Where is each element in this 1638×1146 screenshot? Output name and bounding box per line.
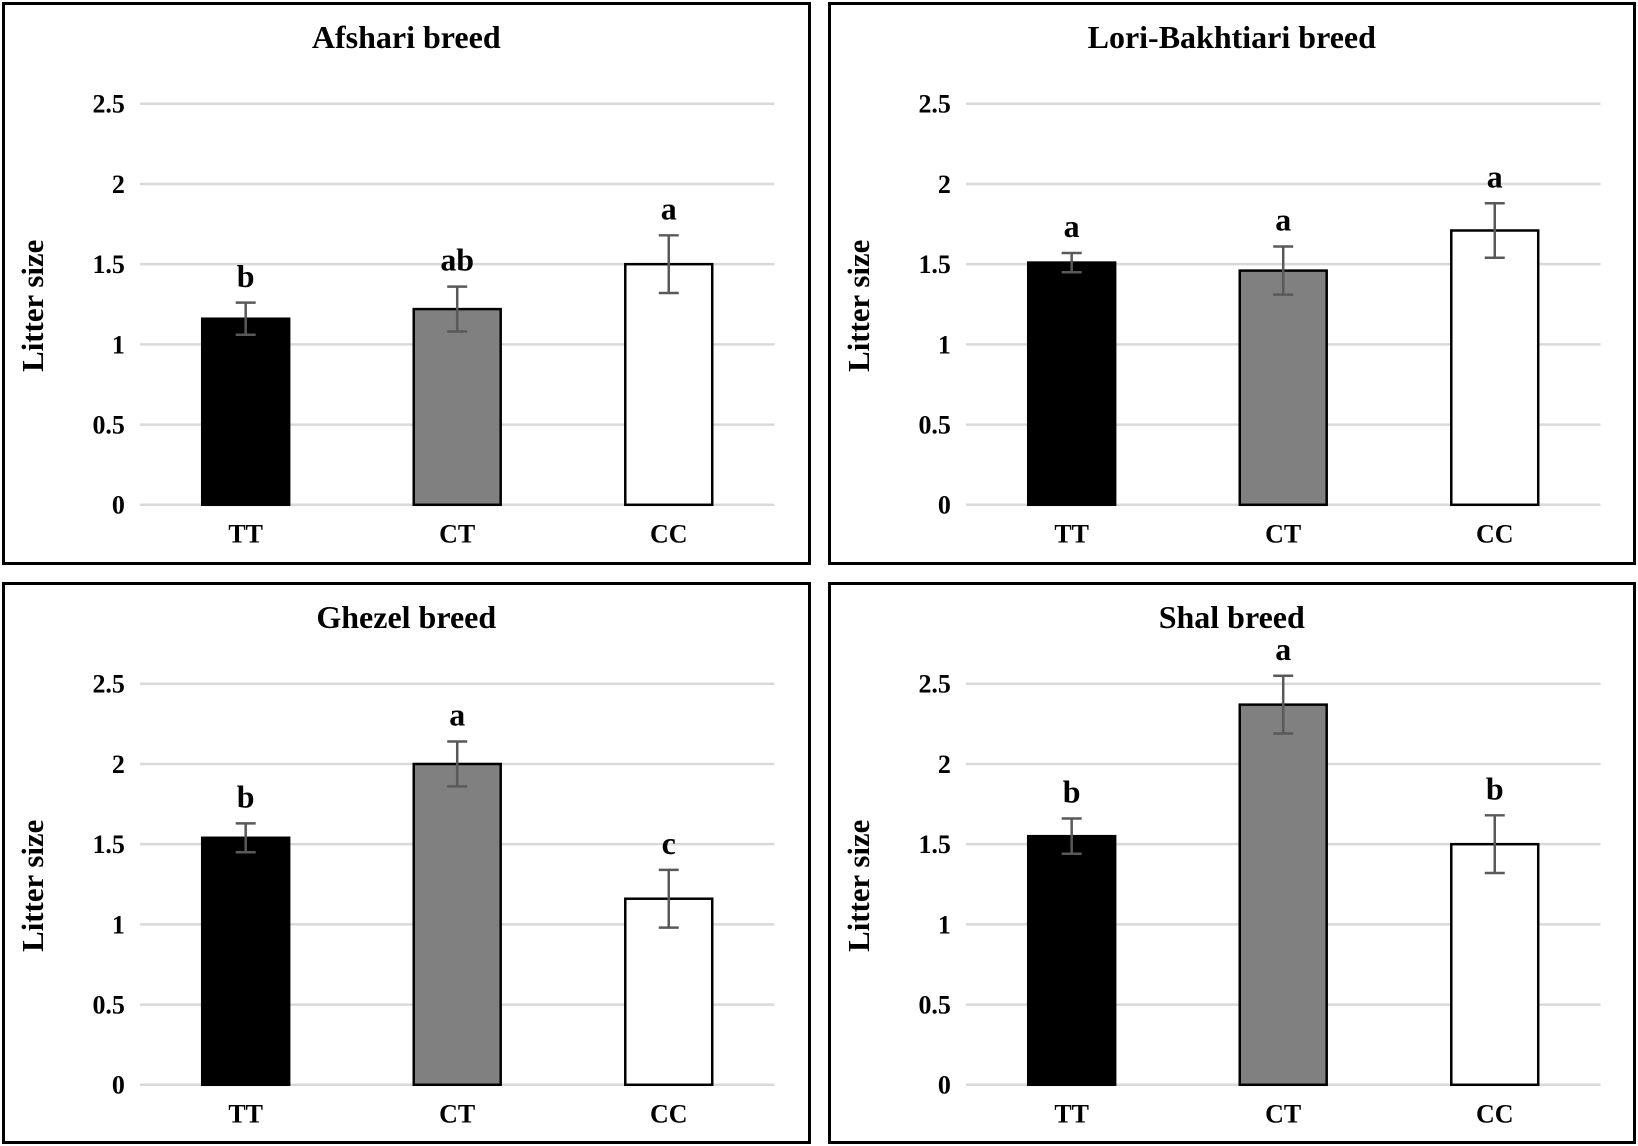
y-tick-label-1: 1 (112, 330, 125, 359)
error-bar-CT (447, 739, 468, 788)
y-tick-label-2: 2 (112, 749, 125, 778)
y-tick-label-2: 2 (937, 170, 950, 199)
y-tick-label-0: 0 (112, 491, 125, 520)
panel-ghezel: Ghezel breed 0 0.5 1 1.5 2 2.5 Litter size b TT a… (2, 581, 811, 1144)
y-tick-label-1.5: 1.5 (92, 830, 124, 859)
shal-bar-chart: 0 0.5 1 1.5 2 2.5 Litter size b TT a CT b CC (840, 639, 1601, 1128)
y-tick-label-1: 1 (937, 910, 950, 939)
y-tick-label-0.5: 0.5 (918, 990, 950, 1019)
x-tick-label-CT: CT (1265, 520, 1301, 549)
error-bar-CC (658, 234, 679, 295)
error-bar-CC (658, 868, 679, 929)
afshari-bar-chart: 0 0.5 1 1.5 2 2.5 Litter size b TT ab CT a CC (15, 90, 775, 549)
y-axis-title: Litter size (15, 240, 50, 372)
bar-TT (200, 836, 291, 1086)
error-bar-CC (1484, 201, 1505, 260)
bar-TT (1026, 261, 1116, 507)
y-tick-label-2.5: 2.5 (92, 669, 124, 698)
x-tick-label-CC: CC (650, 1099, 688, 1128)
panel-afshari: Afshari breed 0 0.5 1 1.5 2 2.5 Litter size b TT… (2, 2, 811, 565)
y-tick-label-0.5: 0.5 (92, 411, 124, 440)
significance-letter-CC: a (661, 191, 677, 226)
y-tick-label-1.5: 1.5 (918, 830, 950, 859)
bar-CT (1237, 269, 1328, 507)
x-tick-label-CT: CT (1265, 1099, 1301, 1128)
ghezel-bar-chart: 0 0.5 1 1.5 2 2.5 Litter size b TT a CT c CC (15, 669, 775, 1128)
bar-CT (412, 762, 502, 1086)
significance-letter-CC: b (1485, 771, 1503, 806)
significance-letter-TT: a (1063, 209, 1079, 244)
bar-CT (1237, 702, 1328, 1086)
chart-title-lori-bakhtiari: Lori-Bakhtiari breed (1087, 19, 1376, 55)
bar-CT (412, 307, 502, 507)
y-tick-label-0.5: 0.5 (918, 411, 950, 440)
x-tick-label-TT: TT (228, 1099, 263, 1128)
y-tick-label-0: 0 (937, 1070, 950, 1099)
significance-letter-CT: a (1275, 203, 1291, 238)
error-bar-TT (1061, 251, 1082, 274)
significance-letter-TT: b (1062, 774, 1080, 809)
y-tick-label-0: 0 (937, 491, 950, 520)
y-tick-label-2.5: 2.5 (92, 90, 124, 119)
chart-title-afshari: Afshari breed (311, 19, 501, 55)
x-tick-label-CC: CC (650, 520, 688, 549)
significance-letter-TT: b (237, 779, 255, 814)
significance-letter-CT: a (449, 697, 465, 732)
bar-CC (1449, 229, 1539, 507)
x-tick-label-TT: TT (1054, 520, 1089, 549)
y-axis-title: Litter size (840, 240, 875, 372)
bar-CC (624, 262, 714, 507)
x-tick-label-CT: CT (439, 1099, 475, 1128)
x-tick-label-CC: CC (1476, 520, 1514, 549)
error-bar-CT (1272, 674, 1293, 735)
y-tick-label-1: 1 (112, 910, 125, 939)
y-tick-label-2: 2 (937, 749, 950, 778)
y-tick-label-0: 0 (112, 1070, 125, 1099)
y-tick-label-1.5: 1.5 (92, 250, 124, 279)
significance-letter-CT: a (1275, 639, 1291, 667)
significance-letter-CC: c (662, 825, 676, 860)
y-axis-title: Litter size (840, 819, 875, 951)
chart-title-shal: Shal breed (1158, 598, 1305, 635)
significance-letter-CC: a (1486, 159, 1502, 194)
panel-lori-bakhtiari: Lori-Bakhtiari breed 0 0.5 1 1.5 2 2.5 Litter … (827, 2, 1636, 565)
chart-title-ghezel: Ghezel breed (316, 598, 497, 635)
error-bar-TT (1061, 816, 1082, 855)
error-bar-TT (235, 821, 256, 853)
y-tick-label-2: 2 (112, 170, 125, 199)
y-tick-label-2.5: 2.5 (918, 90, 950, 119)
x-tick-label-CC: CC (1476, 1099, 1514, 1128)
significance-letter-CT: ab (440, 243, 474, 278)
error-bar-TT (235, 301, 256, 336)
lori-bakhtiari-bar-chart: 0 0.5 1 1.5 2 2.5 Litter size a TT a CT a CC (840, 90, 1601, 549)
y-tick-label-1.5: 1.5 (918, 250, 950, 279)
error-bar-CT (1272, 245, 1293, 296)
error-bar-CC (1484, 813, 1505, 874)
error-bar-CT (447, 285, 468, 333)
bar-TT (1026, 834, 1116, 1086)
y-tick-label-2.5: 2.5 (918, 669, 950, 698)
y-tick-label-0.5: 0.5 (92, 990, 124, 1019)
x-tick-label-CT: CT (439, 520, 475, 549)
y-tick-label-1: 1 (937, 330, 950, 359)
panel-shal: Shal breed 0 0.5 1 1.5 2 2.5 Litter size b TT a CT… (827, 581, 1636, 1144)
bar-CC (1449, 842, 1539, 1086)
x-tick-label-TT: TT (228, 520, 263, 549)
significance-letter-TT: b (237, 259, 255, 294)
x-tick-label-TT: TT (1054, 1099, 1089, 1128)
bar-TT (200, 317, 291, 507)
y-axis-title: Litter size (15, 819, 50, 951)
